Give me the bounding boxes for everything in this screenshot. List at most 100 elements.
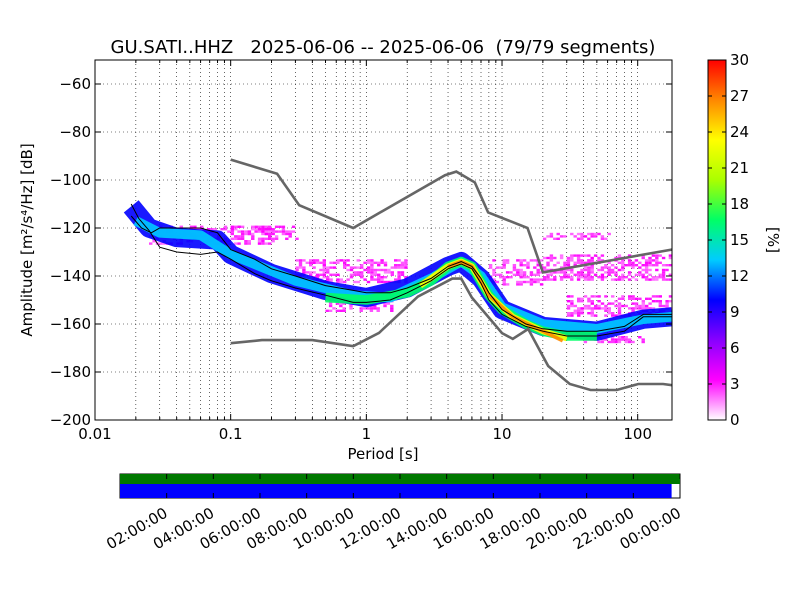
density-cell: [570, 271, 574, 274]
density-cell: [343, 261, 347, 264]
density-cell: [370, 261, 374, 264]
density-cell: [634, 297, 639, 300]
density-cell: [522, 259, 527, 262]
density-cell: [251, 232, 255, 236]
density-cell: [651, 264, 656, 267]
density-cell: [529, 259, 534, 262]
density-cell: [600, 259, 605, 262]
density-cell: [665, 278, 669, 281]
density-cell: [353, 273, 357, 276]
density-cell: [349, 268, 354, 272]
density-cell: [502, 266, 506, 269]
density-cell: [512, 268, 517, 272]
new-low-noise-model-line: [230, 277, 672, 392]
density-cell: [600, 302, 605, 305]
density-cell: [149, 242, 153, 245]
density-cell: [566, 259, 571, 262]
density-cell: [499, 276, 503, 279]
density-cell: [658, 276, 662, 279]
density-cell: [604, 314, 608, 317]
density-cell: [645, 307, 649, 310]
density-cell: [377, 261, 381, 264]
density-cell: [346, 264, 350, 267]
density-cell: [573, 264, 577, 267]
density-cell: [556, 237, 560, 240]
density-cell: [234, 242, 238, 245]
density-cell: [356, 266, 360, 269]
density-cell: [583, 304, 588, 308]
density-cell: [621, 259, 625, 262]
density-cell: [661, 273, 666, 276]
density-cell: [390, 309, 394, 312]
density-cell: [285, 230, 289, 233]
density-cell: [658, 302, 662, 305]
density-cell: [566, 314, 571, 317]
density-cell: [621, 264, 625, 267]
density-cell: [604, 237, 608, 240]
density-cell: [302, 268, 306, 272]
percentile-lines: [130, 203, 672, 337]
density-cell: [651, 307, 656, 310]
density-cell: [604, 309, 608, 312]
density-cell: [322, 271, 326, 274]
density-cell: [257, 230, 262, 233]
density-cell: [257, 228, 262, 231]
density-cell: [281, 230, 286, 233]
density-cell: [644, 261, 649, 264]
density-cell: [587, 232, 591, 236]
density-cell: [604, 304, 608, 308]
density-cell: [638, 307, 642, 310]
density-cell: [607, 273, 611, 276]
density-cell: [346, 268, 350, 272]
density-cell: [546, 276, 550, 279]
density-cell: [631, 340, 635, 344]
x-tick-label: 0.01: [78, 425, 111, 443]
gap-coverage-bar: [120, 484, 672, 498]
density-cell: [305, 261, 309, 264]
density-cell: [227, 230, 231, 233]
y-axis-ticks: −200 −180 −160 −140 −120 −100 −80 −60: [50, 75, 672, 429]
density-cell: [627, 273, 632, 276]
density-cell: [549, 273, 554, 276]
density-cell: [373, 278, 377, 281]
density-cell: [268, 225, 272, 228]
density-cell: [526, 276, 530, 279]
density-cell: [339, 280, 343, 284]
density-cell: [234, 237, 238, 240]
density-cell: [522, 273, 527, 276]
density-cell: [196, 228, 200, 231]
density-cell: [634, 259, 639, 262]
density-cell: [627, 278, 632, 281]
density-cell: [526, 261, 530, 264]
density-cell: [512, 266, 517, 269]
density-cell: [600, 266, 605, 269]
density-cell: [328, 309, 333, 312]
density-cell: [502, 280, 506, 284]
density-cell: [665, 300, 669, 303]
density-cell: [373, 271, 377, 274]
density-cell: [559, 256, 564, 260]
density-cell: [661, 264, 666, 267]
density-cell: [570, 259, 574, 262]
density-cell: [505, 271, 510, 274]
density-cell: [661, 271, 666, 274]
density-cell: [298, 266, 303, 269]
density-cell: [376, 307, 380, 310]
density-cell: [230, 232, 234, 236]
y-tick-label: −100: [50, 171, 91, 189]
density-cell: [604, 295, 608, 298]
density-cell: [383, 261, 388, 264]
density-cell: [655, 254, 659, 257]
density-cell: [668, 264, 672, 267]
density-cell: [614, 300, 618, 303]
density-cell: [590, 259, 594, 262]
density-cell: [536, 278, 540, 281]
density-cell: [668, 278, 672, 281]
density-cell: [536, 268, 540, 272]
density-cell: [661, 256, 666, 260]
density-cell: [387, 271, 391, 274]
density-cell: [590, 278, 594, 281]
density-cell: [264, 242, 268, 245]
density-cell: [342, 309, 346, 312]
density-cell: [343, 280, 347, 284]
